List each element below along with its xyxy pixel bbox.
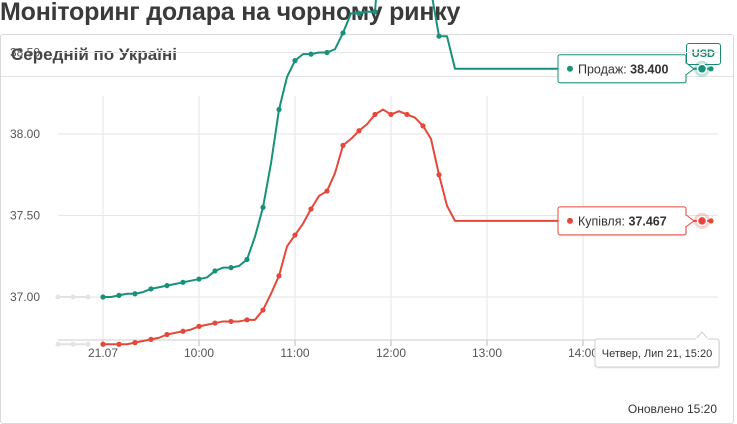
buy-tooltip-dot [567, 217, 573, 224]
series-point[interactable] [228, 318, 234, 325]
series-point[interactable] [388, 111, 394, 118]
x-tick-label: 13:00 [472, 346, 502, 360]
series-point[interactable] [308, 206, 314, 212]
series-point[interactable] [116, 292, 122, 298]
buy-tooltip-arrow-mask [685, 215, 687, 226]
y-tick-label: 38.50 [10, 46, 40, 60]
series-point[interactable] [324, 49, 330, 56]
series-point[interactable] [436, 172, 442, 178]
series-point[interactable] [132, 291, 138, 297]
card-title: Середній по Україні [11, 45, 177, 64]
series-point[interactable] [292, 58, 298, 64]
buy-tooltip-text: Купівля: 37.467 [578, 214, 667, 228]
hover-point[interactable] [696, 63, 708, 75]
x-axis-ticks: 21.07 10:00 11:00 12:00 13:00 14:00 [88, 346, 598, 360]
series-point[interactable] [244, 317, 250, 323]
faded-point [70, 294, 76, 300]
series-point[interactable] [372, 111, 378, 118]
x-tick-label: 14:00 [568, 346, 598, 360]
series-point[interactable] [404, 111, 410, 118]
time-tooltip [594, 338, 720, 368]
series-point[interactable] [708, 218, 714, 224]
series-point[interactable] [148, 336, 154, 342]
time-tooltip-text: Четвер, Лип 21, 15:20 [602, 348, 712, 360]
sell-tooltip-text: Продаж: 38.400 [578, 62, 668, 76]
y-tick-label: 37.50 [10, 209, 40, 223]
chart-tooltips: Продаж: 38.400 Купівля: 37.467 Четвер, Лип… [557, 54, 720, 369]
series-point[interactable] [212, 268, 218, 274]
page-title: Моніторинг долара на чорному ринку [0, 0, 461, 26]
series-point[interactable] [100, 341, 106, 347]
updated-text: Оновлено 15:20 [627, 402, 717, 416]
series-point[interactable] [116, 341, 122, 347]
series-point[interactable] [420, 123, 426, 129]
series-point[interactable] [132, 340, 138, 346]
series-point[interactable] [276, 273, 282, 279]
y-tick-label: 38.00 [10, 127, 40, 141]
series-point[interactable] [372, 9, 378, 15]
faded-point [85, 341, 91, 347]
series-point[interactable] [244, 256, 250, 263]
series-point[interactable] [276, 106, 282, 113]
series-point[interactable] [356, 128, 362, 134]
series-point[interactable] [708, 66, 714, 72]
series-point[interactable] [164, 282, 170, 289]
series-point[interactable] [436, 33, 442, 39]
time-tooltip-arrow-mask [696, 338, 708, 340]
x-tick-label: 12:00 [376, 346, 406, 360]
series-point[interactable] [324, 188, 330, 194]
faded-history [55, 294, 91, 347]
faded-point [55, 341, 61, 347]
series-point[interactable] [260, 204, 266, 210]
faded-point [55, 294, 61, 300]
series-point[interactable] [356, 10, 362, 16]
x-tick-label: 10:00 [184, 346, 214, 360]
sell-tooltip-arrow-mask [685, 63, 687, 74]
time-tooltip-arrow [695, 331, 709, 340]
series-line [103, 0, 711, 298]
series-point[interactable] [100, 294, 106, 300]
series-point[interactable] [196, 276, 202, 282]
series-point[interactable] [340, 30, 346, 36]
faded-point [70, 341, 76, 347]
series-point[interactable] [292, 232, 298, 238]
faded-point [85, 294, 91, 300]
series-point[interactable] [340, 142, 346, 149]
series-point[interactable] [196, 323, 202, 329]
chart-grid [58, 52, 718, 346]
series-point[interactable] [164, 331, 170, 338]
series-point[interactable] [308, 51, 314, 57]
y-tick-label: 37.00 [10, 290, 40, 304]
series-point[interactable] [212, 320, 218, 326]
x-tick-label: 21.07 [88, 346, 118, 360]
sell-tooltip-dot [567, 65, 573, 72]
series-point[interactable] [148, 286, 154, 292]
series-point[interactable] [228, 265, 234, 271]
series-point[interactable] [260, 307, 266, 313]
buy-tooltip-arrow [685, 214, 695, 228]
series-point[interactable] [180, 328, 186, 334]
x-tick-label: 11:00 [280, 346, 309, 360]
sell-tooltip-arrow [685, 62, 695, 76]
hover-point[interactable] [696, 215, 708, 227]
series-point[interactable] [180, 279, 186, 285]
